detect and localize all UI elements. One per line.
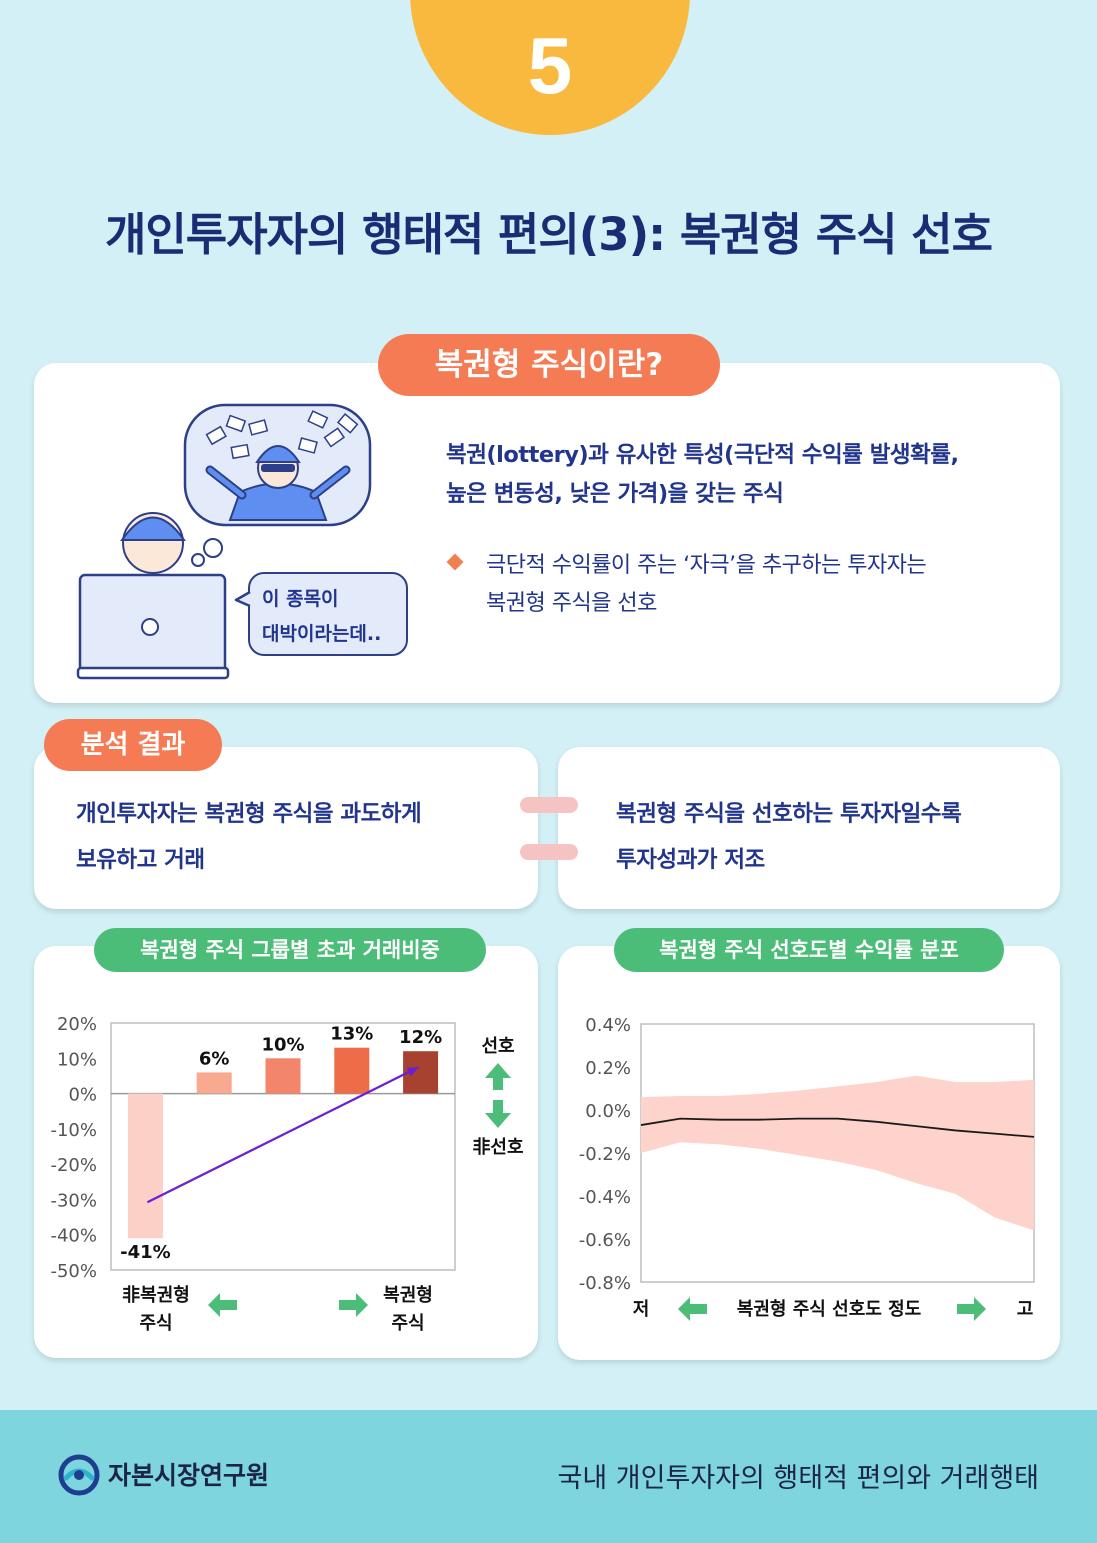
bar-chart: 20% 10% 0% -10% -20% -30% -40% -50% -41% 6% 10% 13%… xyxy=(50,1014,523,1334)
arrow-right-icon xyxy=(957,1297,986,1321)
bar xyxy=(265,1058,301,1094)
x-axis-label: 복권형 주식 선호도 정도 xyxy=(737,1299,921,1320)
distribution-chart: 0.4% 0.2% 0.0% -0.2% -0.4% -0.6% -0.8%저 복권형 주식 … xyxy=(579,1015,1035,1321)
arrow-up-icon xyxy=(485,1063,511,1090)
definition-heading: 복권형 주식이란? xyxy=(378,334,720,396)
y-tick-label: -30% xyxy=(50,1190,97,1211)
bar-value-label: 6% xyxy=(199,1048,230,1069)
y-tick-label: -0.8% xyxy=(579,1273,631,1294)
result-left-line2: 보유하고 거래 xyxy=(76,847,205,873)
y-tick-label: -0.4% xyxy=(579,1187,631,1208)
result-left-line1: 개인투자자는 복권형 주식을 과도하게 xyxy=(76,801,422,827)
return-range-band xyxy=(641,1075,1034,1231)
y-tick-label: -0.2% xyxy=(579,1144,631,1165)
laptop-icon xyxy=(76,573,230,680)
bar-value-label: 12% xyxy=(399,1027,442,1048)
investor-illustration xyxy=(76,403,372,680)
money-bill-icon xyxy=(205,410,359,460)
page-title: 개인투자자의 행태적 편의(3): 복권형 주식 선호 xyxy=(105,208,993,261)
result-left-text: 개인투자자는 복권형 주식을 과도하게 보유하고 거래 xyxy=(76,791,422,883)
result-card-left xyxy=(34,747,538,909)
x-right-label-line2: 주식 xyxy=(391,1313,424,1334)
bar-chart-title: 복권형 주식 그룹별 초과 거래비중 xyxy=(94,928,486,972)
legend-prefer-label: 선호 xyxy=(481,1036,514,1057)
result-right-line2: 투자성과가 저조 xyxy=(616,847,765,873)
x-low-label: 저 xyxy=(633,1299,650,1320)
result-right-line1: 복권형 주식을 선호하는 투자자일수록 xyxy=(616,801,962,827)
footer xyxy=(0,1410,1097,1543)
y-tick-label: -40% xyxy=(50,1226,97,1247)
page-number: 5 xyxy=(527,21,573,110)
x-left-label-line1: 非복권형 xyxy=(122,1284,190,1306)
y-tick-label: -10% xyxy=(50,1120,97,1141)
speech-bubble-line1: 이 종목이 xyxy=(262,588,339,610)
bar-value-label: 13% xyxy=(330,1024,373,1045)
speech-bubble xyxy=(248,572,408,656)
arrow-right-icon xyxy=(339,1293,368,1317)
y-tick-label: -20% xyxy=(50,1155,97,1176)
y-tick-label: 10% xyxy=(57,1049,97,1070)
y-tick-label: 0% xyxy=(68,1085,97,1106)
arrow-left-icon xyxy=(208,1293,237,1317)
bar xyxy=(127,1093,163,1239)
definition-text: 복권(lottery)과 유사한 특성(극단적 수익률 발생확률, 높은 변동성… xyxy=(446,436,1046,514)
bar xyxy=(334,1047,370,1094)
arrow-down-icon xyxy=(485,1100,511,1128)
dreaming-person-icon xyxy=(205,445,351,521)
arrow-left-icon xyxy=(678,1297,707,1321)
definition-bullet: 극단적 수익률이 주는 ‘자극’을 추구하는 투자자는 복권형 주식을 선호 xyxy=(486,547,1026,623)
y-tick-label: -0.6% xyxy=(579,1230,631,1251)
x-right-label-line1: 복권형 xyxy=(383,1285,433,1306)
definition-bullet-line2: 복권형 주식을 선호 xyxy=(486,591,657,616)
trend-arrow-line xyxy=(146,1066,420,1204)
equals-sign-bottom xyxy=(520,844,578,860)
footer-subtitle: 국내 개인투자자의 행태적 편의와 거래행태 xyxy=(557,1463,1039,1494)
distribution-chart-title: 복권형 주식 선호도별 수익률 분포 xyxy=(614,928,1004,972)
trend-arrow-head xyxy=(406,1067,419,1077)
kcmi-logo-icon xyxy=(58,1454,100,1496)
y-tick-label: 20% xyxy=(57,1014,97,1035)
result-right-text: 복권형 주식을 선호하는 투자자일수록 투자성과가 저조 xyxy=(616,791,962,883)
y-tick-label: 0.2% xyxy=(585,1058,631,1079)
investor-icon xyxy=(120,512,186,574)
definition-line1: 복권(lottery)과 유사한 특성(극단적 수익률 발생확률, xyxy=(446,442,959,468)
equals-sign-top xyxy=(520,797,578,813)
speech-bubble-text: 이 종목이 대박이라는데.. xyxy=(262,582,412,652)
y-tick-label: 0.4% xyxy=(585,1015,631,1036)
definition-line2: 높은 변동성, 낮은 가격)을 갖는 주식 xyxy=(446,481,784,507)
x-left-label-line2: 주식 xyxy=(139,1313,172,1334)
footer-org-name: 자본시장연구원 xyxy=(108,1461,270,1490)
y-tick-label: 0.0% xyxy=(585,1101,631,1122)
bar xyxy=(196,1072,232,1094)
result-card-right xyxy=(558,747,1060,909)
bar-value-label: 10% xyxy=(261,1034,304,1055)
results-heading: 분석 결과 xyxy=(44,719,222,771)
speech-bubble-tail xyxy=(234,590,251,608)
speech-bubble-line2: 대박이라는데.. xyxy=(262,623,382,645)
legend-nonprefer-label: 非선호 xyxy=(472,1136,523,1158)
definition-bullet-line1: 극단적 수익률이 주는 ‘자극’을 추구하는 투자자는 xyxy=(486,553,927,578)
median-return-line xyxy=(640,1117,1035,1138)
x-high-label: 고 xyxy=(1017,1299,1034,1320)
y-tick-label: -50% xyxy=(50,1261,97,1282)
bar-value-label: -41% xyxy=(120,1242,171,1263)
